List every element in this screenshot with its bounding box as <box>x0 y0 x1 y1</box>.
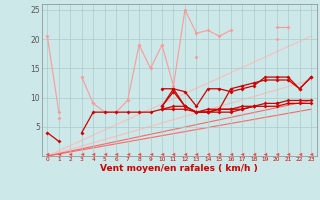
X-axis label: Vent moyen/en rafales ( km/h ): Vent moyen/en rafales ( km/h ) <box>100 164 258 173</box>
